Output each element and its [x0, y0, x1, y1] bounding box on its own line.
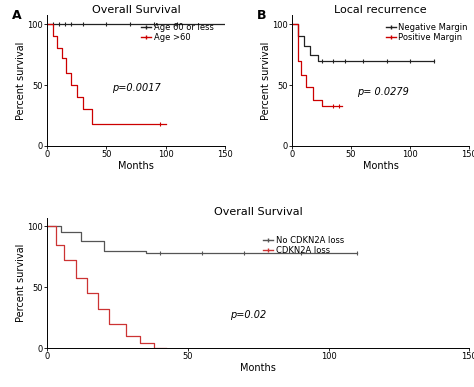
Text: B: B	[256, 9, 266, 22]
Legend: Age 60 or less, Age >60: Age 60 or less, Age >60	[140, 22, 214, 43]
Y-axis label: Percent survival: Percent survival	[261, 41, 271, 120]
Legend: No CDKN2A loss, CDKN2A loss: No CDKN2A loss, CDKN2A loss	[263, 235, 345, 256]
Legend: Negative Margin, Positive Margin: Negative Margin, Positive Margin	[385, 22, 468, 43]
X-axis label: Months: Months	[240, 363, 276, 373]
Text: p=0.0017: p=0.0017	[112, 83, 161, 93]
X-axis label: Months: Months	[363, 161, 399, 171]
Y-axis label: Percent survival: Percent survival	[16, 41, 26, 120]
X-axis label: Months: Months	[118, 161, 154, 171]
Title: Local recurrence: Local recurrence	[334, 5, 427, 15]
Title: Overall Survival: Overall Survival	[214, 207, 303, 217]
Y-axis label: Percent survival: Percent survival	[16, 244, 26, 322]
Text: p=0.02: p=0.02	[230, 310, 266, 320]
Text: A: A	[12, 9, 22, 22]
Title: Overall Survival: Overall Survival	[91, 5, 181, 15]
Text: p= 0.0279: p= 0.0279	[357, 87, 409, 97]
